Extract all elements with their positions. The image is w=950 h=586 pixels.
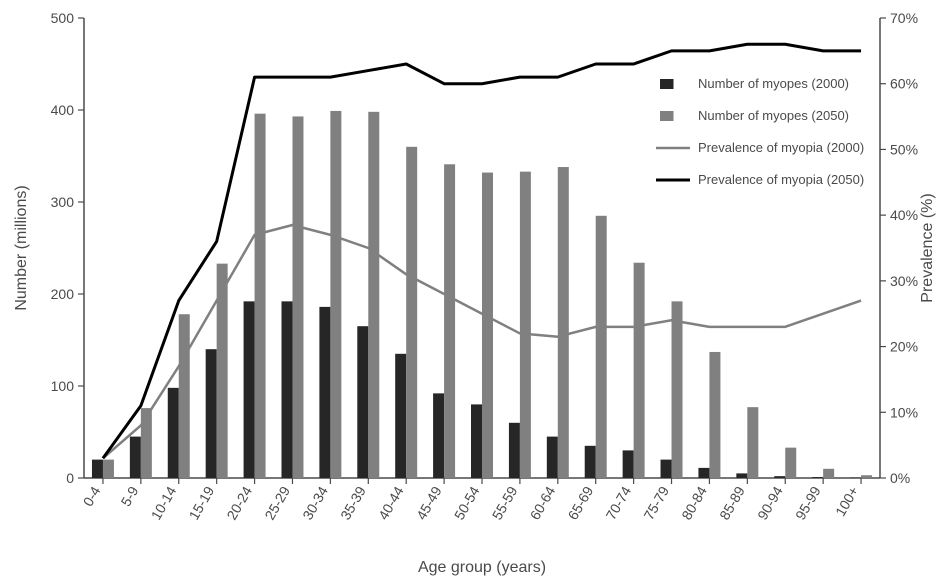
bar [168,388,179,478]
bar [244,301,255,478]
bar [433,393,444,478]
legend-label: Prevalence of myopia (2050) [698,172,864,187]
chart-container: 0 100 200 300 400 500 Number (millions) 0% 10% 20… [0,0,950,586]
bar [92,460,103,478]
y-left-tick-label: 100 [51,378,75,394]
y-right-tick-label: 0% [890,470,910,486]
bar [785,448,796,478]
bar [368,112,379,478]
bar [471,404,482,478]
bar [444,164,455,478]
y-left-tick-label: 500 [51,10,75,26]
bar [698,468,709,478]
y-left-tick-label: 300 [51,194,75,210]
bar [319,307,330,478]
y-left-tick-label: 200 [51,286,75,302]
bar [623,450,634,478]
bar [406,147,417,478]
bar [585,446,596,478]
y-right-tick-label: 30% [890,273,918,289]
y-right-title: Prevalence (%) [919,193,936,302]
bar [509,423,520,478]
bar [103,460,114,478]
bar [596,216,607,478]
legend-swatch [660,79,674,89]
x-title: Age group (years) [418,559,546,576]
y-right-tick-label: 60% [890,76,918,92]
bar [179,314,190,478]
y-right-tick-label: 50% [890,141,918,157]
bar [634,263,645,478]
bar [661,460,672,478]
bar [861,475,872,478]
y-right-tick-label: 40% [890,207,918,223]
bar [558,167,569,478]
bar [255,114,266,478]
bar [281,301,292,478]
bar [736,473,747,478]
y-right-tick-label: 20% [890,339,918,355]
legend-label: Prevalence of myopia (2000) [698,140,864,155]
bar [774,476,785,478]
y-left-tick-label: 400 [51,102,75,118]
bar [747,407,758,478]
y-left-title: Number (millions) [13,185,30,310]
legend-label: Number of myopes (2000) [698,76,849,91]
bar [709,352,720,478]
bar [672,301,683,478]
chart-svg: 0 100 200 300 400 500 Number (millions) 0% 10% 20… [0,0,950,586]
y-left-tick-label: 0 [66,470,74,486]
bar [357,326,368,478]
legend-swatch [660,111,674,121]
bar [823,469,834,478]
bar [812,477,823,478]
bar [395,354,406,478]
bar [520,172,531,478]
bar [206,349,217,478]
bar [547,437,558,478]
y-right-tick-label: 70% [890,10,918,26]
bar [330,111,341,478]
bar [292,116,303,478]
bar [130,437,141,478]
legend-label: Number of myopes (2050) [698,108,849,123]
y-right-tick-label: 10% [890,404,918,420]
bar [482,173,493,478]
